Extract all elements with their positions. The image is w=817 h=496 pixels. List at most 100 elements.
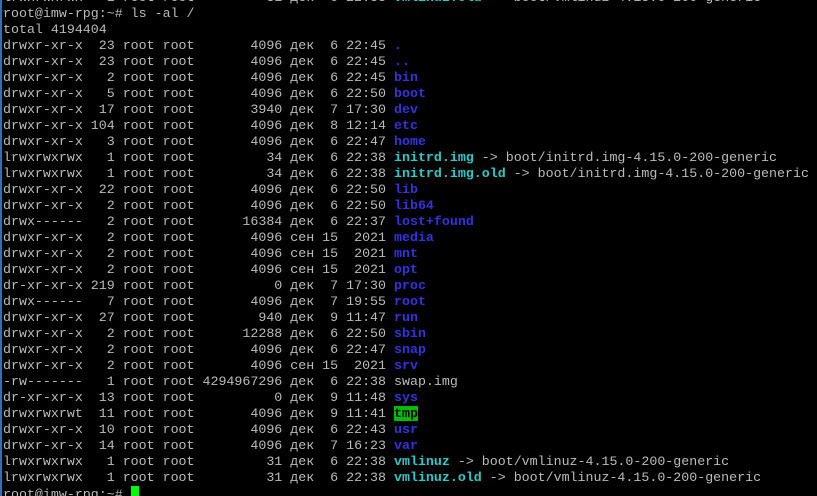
entry-name: . [394, 38, 402, 53]
entry-name: home [394, 134, 426, 149]
entry-meta: drwxr-xr-x 2 root root 4096 сен 15 2021 [3, 230, 394, 245]
file-entry-line: drwxr-xr-x 10 root root 4096 дек 6 22:43… [3, 422, 817, 438]
symlink-target: -> boot/vmlinuz-4.15.0-200-generic [481, 470, 762, 485]
total-line: total 4194404 [3, 22, 107, 37]
entry-meta: drwxr-xr-x 5 root root 4096 дек 6 22:50 [3, 86, 394, 101]
file-entry-line: drwxr-xr-x 2 root root 4096 дек 6 22:45 … [3, 70, 817, 86]
file-entry-line: -rw------- 1 root root 4294967296 дек 6 … [3, 374, 817, 390]
symlink-target: -> boot/initrd.img-4.15.0-200-generic [473, 150, 778, 165]
file-entry-line: drwx------ 2 root root 16384 дек 6 22:37… [3, 214, 817, 230]
entry-meta: drwxr-xr-x 104 root root 4096 дек 8 12:1… [3, 118, 394, 133]
file-entry-line: drwxr-xr-x 23 root root 4096 дек 6 22:45… [3, 54, 817, 70]
entry-name: root [394, 294, 426, 309]
entry-meta: drwxr-xr-x 17 root root 3940 дек 7 17:30 [3, 102, 394, 117]
file-entry-line: lrwxrwxrwx 1 root root 34 дек 6 22:38 in… [3, 166, 817, 182]
file-entry-line: drwxr-xr-x 104 root root 4096 дек 8 12:1… [3, 118, 817, 134]
entry-meta: drwx------ 7 root root 4096 дек 7 19:55 [3, 294, 394, 309]
entry-meta: lrwxrwxrwx 1 root root 31 дек 6 22:38 [3, 470, 394, 485]
entry-meta: lrwxrwxrwx 1 root root 34 дек 6 22:38 [3, 166, 394, 181]
file-entry-line: drwxr-xr-x 2 root root 4096 дек 6 22:50 … [3, 198, 817, 214]
entry-meta: lrwxrwxrwx 1 root root 31 дек 6 22:38 [3, 454, 394, 469]
file-entry-line: lrwxrwxrwx 1 root root 31 дек 6 22:38 vm… [3, 454, 817, 470]
entry-meta: lrwxrwxrwx 1 root root 31 дек 6 22:38 [3, 0, 394, 5]
entry-name: mnt [394, 246, 418, 261]
entry-meta: drwxr-xr-x 2 root root 4096 сен 15 2021 [3, 358, 394, 373]
entry-name: lib [394, 182, 418, 197]
scrollback-partial-line: lrwxrwxrwx 1 root root 31 дек 6 22:38 vm… [3, 0, 817, 6]
file-entry-line: drwxr-xr-x 23 root root 4096 дек 6 22:45… [3, 38, 817, 54]
file-entry-line: drwxr-xr-x 27 root root 940 дек 9 11:47 … [3, 310, 817, 326]
entry-name: proc [394, 278, 426, 293]
file-entry-line: drwxr-xr-x 3 root root 4096 дек 6 22:47 … [3, 134, 817, 150]
file-entry-line: drwxr-xr-x 22 root root 4096 дек 6 22:50… [3, 182, 817, 198]
entry-meta: drwxr-xr-x 2 root root 4096 дек 6 22:45 [3, 70, 394, 85]
symlink-target: -> boot/vmlinuz-4.15.0-200-generic [449, 454, 730, 469]
file-entry-line: drwxr-xr-x 14 root root 4096 дек 7 16:23… [3, 438, 817, 454]
entry-meta: -rw------- 1 root root 4294967296 дек 6 … [3, 374, 394, 389]
entry-name: initrd.img [394, 150, 474, 165]
file-entry-line: dr-xr-xr-x 219 root root 0 дек 7 17:30 p… [3, 278, 817, 294]
file-entry-line: drwxr-xr-x 2 root root 4096 дек 6 22:47 … [3, 342, 817, 358]
file-entry-line: drwxr-xr-x 17 root root 3940 дек 7 17:30… [3, 102, 817, 118]
entry-name: vmlinuz.old [394, 470, 482, 485]
entry-meta: lrwxrwxrwx 1 root root 34 дек 6 22:38 [3, 150, 394, 165]
entry-name: vmlinuz [394, 454, 450, 469]
file-entry-line: lrwxrwxrwx 1 root root 31 дек 6 22:38 vm… [3, 470, 817, 486]
entry-meta: drwxr-xr-x 23 root root 4096 дек 6 22:45 [3, 38, 394, 53]
file-entry-line: drwxr-xr-x 2 root root 4096 сен 15 2021 … [3, 358, 817, 374]
file-listing: drwxr-xr-x 23 root root 4096 дек 6 22:45… [3, 38, 817, 486]
shell-prompt: root@imw-rpg:~# [3, 6, 131, 21]
entry-meta: drwxr-xr-x 2 root root 4096 сен 15 2021 [3, 246, 394, 261]
entry-meta: drwxr-xr-x 27 root root 940 дек 9 11:47 [3, 310, 394, 325]
typed-command: ls -al / [130, 6, 195, 21]
entry-name: srv [394, 358, 418, 373]
terminal-screen: lrwxrwxrwx 1 root root 31 дек 6 22:38 vm… [3, 0, 817, 496]
terminal-cursor [130, 486, 139, 496]
file-entry-line: drwxrwxrwt 11 root root 4096 дек 9 11:41… [3, 406, 817, 422]
entry-meta: drwx------ 2 root root 16384 дек 6 22:37 [3, 214, 394, 229]
entry-meta: drwxr-xr-x 14 root root 4096 дек 7 16:23 [3, 438, 394, 453]
entry-meta: dr-xr-xr-x 13 root root 0 дек 9 11:48 [3, 390, 394, 405]
entry-meta: drwxr-xr-x 22 root root 4096 дек 6 22:50 [3, 182, 394, 197]
entry-name: media [394, 230, 434, 245]
file-entry-line: drwxr-xr-x 2 root root 4096 сен 15 2021 … [3, 262, 817, 278]
entry-meta: drwxr-xr-x 10 root root 4096 дек 6 22:43 [3, 422, 394, 437]
entry-name: var [394, 438, 418, 453]
file-entry-line: drwxr-xr-x 5 root root 4096 дек 6 22:50 … [3, 86, 817, 102]
file-entry-line: drwxr-xr-x 2 root root 4096 сен 15 2021 … [3, 230, 817, 246]
entry-name: vmlinuz.old [394, 0, 482, 5]
file-entry-line: lrwxrwxrwx 1 root root 31 дек 6 22:38 vm… [3, 0, 817, 6]
file-entry-line: drwxr-xr-x 2 root root 4096 сен 15 2021 … [3, 246, 817, 262]
entry-meta: drwxr-xr-x 2 root root 4096 дек 6 22:50 [3, 198, 394, 213]
entry-name: opt [394, 262, 418, 277]
entry-meta: drwxr-xr-x 2 root root 4096 дек 6 22:47 [3, 342, 394, 357]
entry-meta: drwxrwxrwt 11 root root 4096 дек 9 11:41 [3, 406, 394, 421]
entry-name: dev [394, 102, 418, 117]
entry-name: sbin [394, 326, 426, 341]
entry-name: initrd.img.old [394, 166, 506, 181]
entry-name: run [394, 310, 418, 325]
shell-prompt: root@imw-rpg:~# [3, 487, 131, 496]
entry-name: swap.img [394, 374, 458, 389]
file-entry-line: drwx------ 7 root root 4096 дек 7 19:55 … [3, 294, 817, 310]
symlink-target: -> boot/vmlinuz-4.15.0-200-generic [482, 0, 761, 5]
entry-meta: drwxr-xr-x 2 root root 12288 дек 6 22:50 [3, 326, 394, 341]
entry-name: tmp [394, 406, 418, 421]
entry-name: usr [394, 422, 418, 437]
entry-name: boot [394, 86, 426, 101]
entry-meta: drwxr-xr-x 23 root root 4096 дек 6 22:45 [3, 54, 394, 69]
entry-name: snap [394, 342, 426, 357]
entry-name: bin [394, 70, 418, 85]
window-left-edge [0, 0, 2, 496]
entry-meta: drwxr-xr-x 3 root root 4096 дек 6 22:47 [3, 134, 394, 149]
entry-meta: drwxr-xr-x 2 root root 4096 сен 15 2021 [3, 262, 394, 277]
command-prompt-line: root@imw-rpg:~# ls -al / [3, 6, 817, 22]
symlink-target: -> boot/initrd.img-4.15.0-200-generic [505, 166, 809, 181]
entry-name: etc [394, 118, 418, 133]
file-entry-line: dr-xr-xr-x 13 root root 0 дек 9 11:48 sy… [3, 390, 817, 406]
file-entry-line: lrwxrwxrwx 1 root root 34 дек 6 22:38 in… [3, 150, 817, 166]
entry-name: sys [394, 390, 418, 405]
entry-meta: dr-xr-xr-x 219 root root 0 дек 7 17:30 [3, 278, 394, 293]
entry-name: lib64 [394, 198, 434, 213]
